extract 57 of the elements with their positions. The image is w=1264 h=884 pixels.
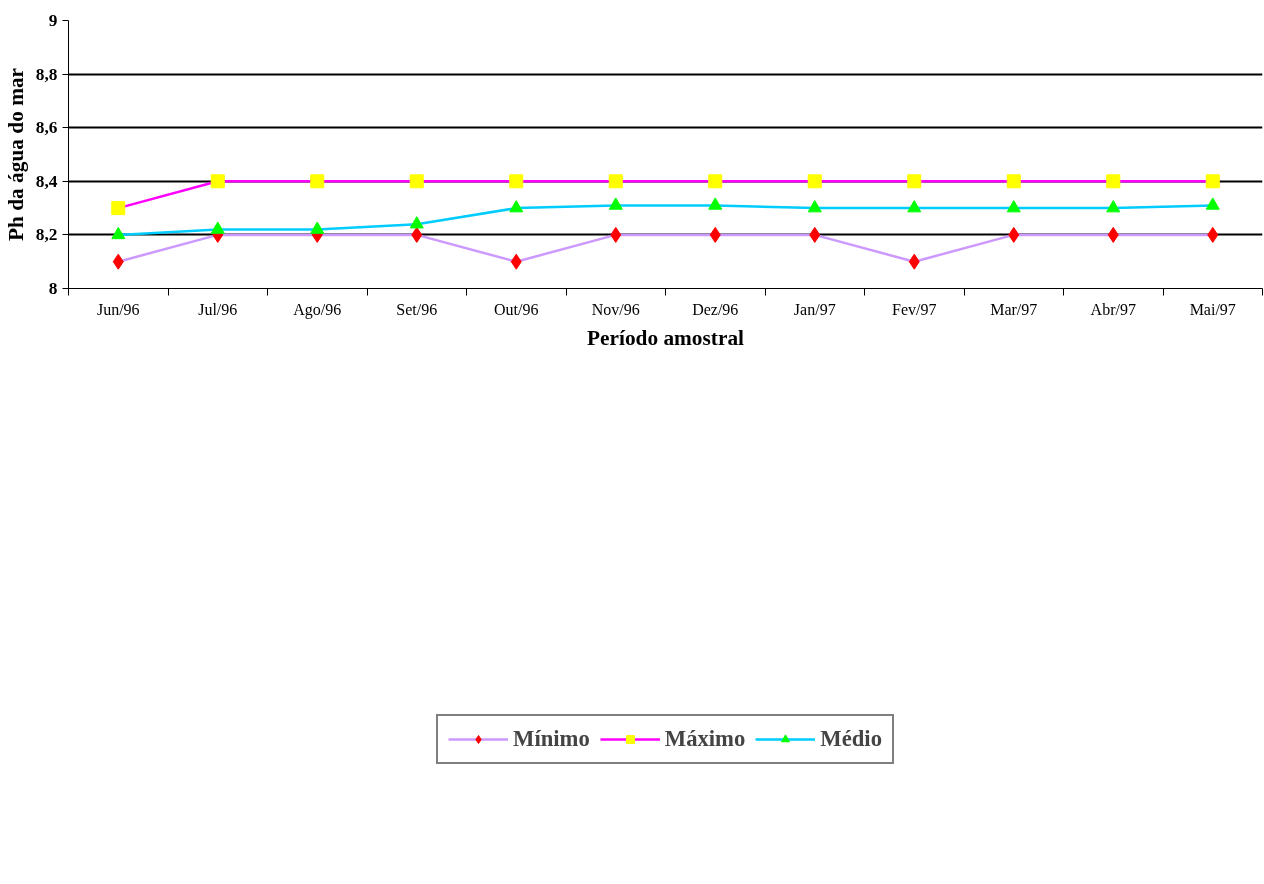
y-tick-label: 8,8 (35, 64, 58, 84)
x-tick-label: Jun/96 (96, 300, 140, 318)
x-tick-label: Jan/97 (793, 300, 836, 318)
x-tick-label: Jul/96 (198, 300, 238, 318)
point (1106, 200, 1121, 213)
point (907, 174, 922, 189)
point (1006, 200, 1021, 213)
point (411, 226, 423, 243)
y-tick-label: 8,2 (35, 225, 58, 245)
point (310, 174, 325, 189)
point (409, 216, 424, 229)
point (608, 174, 623, 189)
legend-label: Mínimo (513, 725, 590, 752)
x-tick-label: Fev/97 (892, 300, 937, 318)
y-axis-title: Ph da água do mar (3, 67, 28, 242)
x-tick-label: Nov/96 (591, 300, 640, 318)
point (310, 221, 325, 234)
x-tick-label: Mai/97 (1189, 300, 1236, 318)
point (1205, 197, 1220, 210)
x-tick-label: Abr/97 (1090, 300, 1136, 318)
point (509, 200, 524, 213)
point (807, 200, 822, 213)
point (907, 200, 922, 213)
x-tick-label: Dez/96 (692, 300, 739, 318)
x-tick-label: Mar/97 (990, 300, 1038, 318)
x-axis-title: Período amostral (587, 325, 745, 350)
point (908, 253, 920, 270)
point (111, 201, 126, 216)
point (809, 226, 821, 243)
point (509, 174, 524, 189)
point (210, 221, 225, 234)
y-tick-label: 8,4 (35, 171, 58, 191)
point (608, 197, 623, 210)
point (807, 174, 822, 189)
y-tick-label: 8 (48, 279, 58, 298)
point (111, 226, 126, 240)
point (409, 174, 424, 189)
point (1006, 174, 1021, 189)
y-tick-label: 9 (48, 11, 58, 30)
point (510, 253, 522, 270)
x-tick-label: Ago/96 (293, 300, 342, 319)
x-tick-label: Set/96 (396, 300, 438, 318)
y-tick-label: 8,6 (35, 118, 58, 138)
point (1008, 226, 1020, 243)
point (709, 226, 721, 243)
point (708, 197, 723, 210)
point (112, 253, 124, 270)
point (210, 174, 225, 189)
point (610, 226, 622, 243)
point (1107, 226, 1119, 243)
legend-label: Médio (820, 725, 882, 752)
point (1106, 174, 1121, 189)
legend-label: Máximo (664, 725, 746, 752)
point (708, 174, 723, 189)
point (1205, 174, 1220, 189)
x-tick-label: Out/96 (494, 300, 539, 318)
point (1207, 226, 1219, 243)
